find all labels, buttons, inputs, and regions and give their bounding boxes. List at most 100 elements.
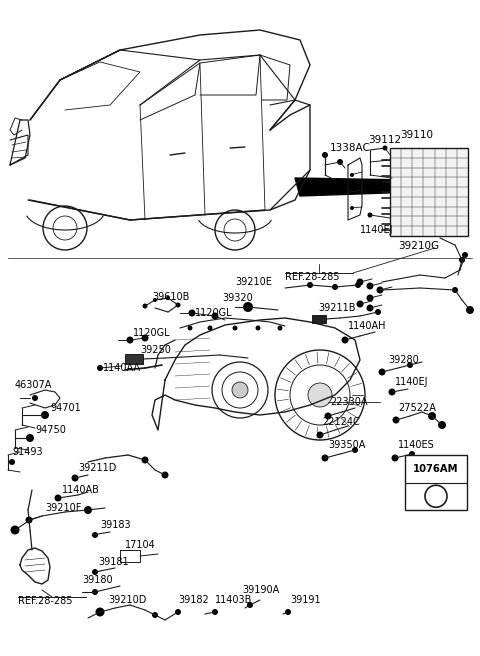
Circle shape <box>367 283 373 289</box>
Circle shape <box>176 302 180 308</box>
Circle shape <box>459 257 465 263</box>
Text: 39280: 39280 <box>388 355 419 365</box>
Circle shape <box>9 459 15 465</box>
Circle shape <box>407 362 413 368</box>
Text: 1140EJ: 1140EJ <box>395 377 429 387</box>
Circle shape <box>232 382 248 398</box>
Circle shape <box>212 609 218 615</box>
Circle shape <box>409 451 415 457</box>
Text: REF.28-285: REF.28-285 <box>285 272 339 282</box>
Circle shape <box>161 472 168 478</box>
Circle shape <box>368 213 372 218</box>
Circle shape <box>207 325 213 331</box>
Circle shape <box>96 607 105 617</box>
Bar <box>390 148 468 236</box>
Text: 39211D: 39211D <box>78 463 116 473</box>
Text: 39320: 39320 <box>222 293 253 303</box>
Circle shape <box>341 337 348 344</box>
Circle shape <box>247 602 253 608</box>
Text: 1140ES: 1140ES <box>398 440 435 450</box>
Circle shape <box>388 388 396 396</box>
Text: 39183: 39183 <box>100 520 131 530</box>
Text: 11403B: 11403B <box>215 595 252 605</box>
Bar <box>312 315 326 323</box>
Circle shape <box>367 295 373 302</box>
Text: 39190A: 39190A <box>242 585 279 595</box>
Text: 22124C: 22124C <box>322 417 360 427</box>
Text: 1338AC: 1338AC <box>330 143 371 153</box>
Text: 1120GL: 1120GL <box>195 308 233 318</box>
Circle shape <box>212 312 218 319</box>
Circle shape <box>307 282 313 288</box>
Circle shape <box>462 252 468 258</box>
Text: 94750: 94750 <box>35 425 66 435</box>
Circle shape <box>452 287 458 293</box>
Circle shape <box>350 206 354 210</box>
Text: 39180: 39180 <box>82 575 113 585</box>
Text: 39210E: 39210E <box>235 277 272 287</box>
Text: 1120GL: 1120GL <box>133 328 170 338</box>
Circle shape <box>355 282 361 288</box>
Text: 39182: 39182 <box>178 595 209 605</box>
Circle shape <box>337 159 343 165</box>
Circle shape <box>367 304 373 312</box>
Circle shape <box>466 306 474 314</box>
Circle shape <box>142 335 148 342</box>
Circle shape <box>243 302 253 312</box>
Text: 39350A: 39350A <box>328 440 365 450</box>
Circle shape <box>392 455 398 462</box>
Text: 46307A: 46307A <box>15 380 52 390</box>
Circle shape <box>175 609 181 615</box>
Circle shape <box>189 310 195 316</box>
Circle shape <box>142 457 148 464</box>
Circle shape <box>92 569 98 575</box>
Circle shape <box>188 325 192 331</box>
Polygon shape <box>295 178 415 196</box>
Circle shape <box>255 325 261 331</box>
Circle shape <box>428 412 436 420</box>
Circle shape <box>379 369 385 375</box>
Circle shape <box>357 300 363 308</box>
Circle shape <box>92 589 98 595</box>
Text: 1140AB: 1140AB <box>62 485 100 495</box>
Circle shape <box>350 173 354 177</box>
Circle shape <box>232 325 238 331</box>
Circle shape <box>166 296 170 300</box>
Circle shape <box>352 447 358 453</box>
Circle shape <box>376 287 384 293</box>
Circle shape <box>72 474 79 482</box>
Circle shape <box>375 309 381 315</box>
Circle shape <box>11 525 20 535</box>
Bar <box>125 354 143 364</box>
Text: 1076AM: 1076AM <box>413 464 459 474</box>
Circle shape <box>153 298 157 302</box>
Text: 1140EJ: 1140EJ <box>360 225 394 235</box>
Circle shape <box>127 337 133 344</box>
Bar <box>405 455 467 510</box>
Text: 22330A: 22330A <box>330 397 368 407</box>
Text: 39250: 39250 <box>140 345 171 355</box>
Text: 91493: 91493 <box>12 447 43 457</box>
Text: 39210D: 39210D <box>108 595 146 605</box>
Text: 39110: 39110 <box>400 130 433 140</box>
Circle shape <box>55 495 61 501</box>
Circle shape <box>316 432 324 438</box>
Text: 39610B: 39610B <box>152 292 190 302</box>
Text: REF.28-285: REF.28-285 <box>18 596 72 606</box>
Circle shape <box>25 516 33 523</box>
Circle shape <box>350 190 354 194</box>
Circle shape <box>152 612 158 618</box>
Text: 39211B: 39211B <box>318 303 356 313</box>
Circle shape <box>357 279 363 285</box>
Text: 39181: 39181 <box>98 557 129 567</box>
Text: 39210F: 39210F <box>45 503 82 513</box>
Circle shape <box>322 152 328 158</box>
Circle shape <box>322 455 328 462</box>
Circle shape <box>26 434 34 442</box>
Bar <box>120 550 140 562</box>
Text: 27522A: 27522A <box>398 403 436 413</box>
Circle shape <box>324 413 332 419</box>
Circle shape <box>308 383 332 407</box>
Circle shape <box>41 411 49 419</box>
Text: 39210G: 39210G <box>398 241 439 251</box>
